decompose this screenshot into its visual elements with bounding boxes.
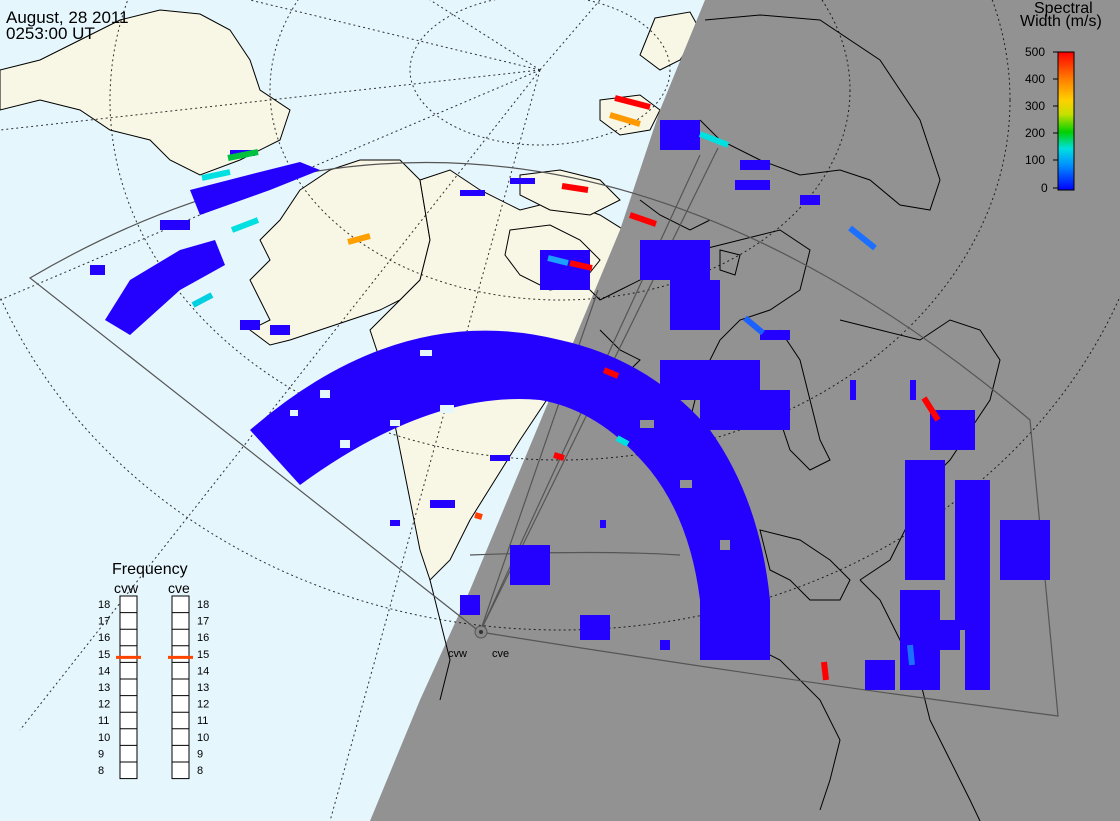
freq-col-cvw: cvw (114, 580, 139, 596)
freq-tick-18: 18 (197, 599, 209, 611)
arctic-island-1 (519, 169, 621, 216)
frequency-title: Frequency (112, 561, 188, 578)
freq-tick-12: 12 (98, 699, 110, 711)
legend-tick-300: 300 (1025, 99, 1045, 113)
legend-tick-500: 500 (1025, 45, 1045, 59)
freq-tick-12: 12 (197, 699, 209, 711)
legend-tick-200: 200 (1025, 126, 1045, 140)
freq-tick-8: 8 (197, 765, 203, 777)
freq-tick-15: 15 (197, 649, 209, 661)
freq-tick-13: 13 (98, 682, 110, 694)
site-label-cve: cve (492, 648, 509, 660)
radar-site: cvw cve (448, 625, 509, 660)
freq-col-cve: cve (168, 580, 190, 596)
freq-tick-8: 8 (98, 765, 104, 777)
freq-tick-16: 16 (98, 632, 110, 644)
legend-tick-100: 100 (1025, 153, 1045, 167)
scatter-west-band-2 (190, 162, 320, 215)
legend-title-line2: Width (m/s) (1020, 13, 1102, 30)
scatter-arc-main (250, 330, 770, 660)
scatter-west-band (105, 240, 225, 335)
legend-title-line1: Spectral (1034, 0, 1093, 17)
freq-tick-10: 10 (98, 732, 110, 744)
freq-box-cve (171, 595, 190, 780)
freq-scale-boxes: 18 17 16 15 14 13 12 11 10 9 8 18 17 16 15 14 13 12 11 10 9 8 (98, 595, 209, 780)
color-legend: 500 400 300 200 100 0 (1025, 45, 1075, 195)
color-bar (1057, 51, 1075, 191)
map-date: August, 28 2011 (6, 8, 129, 27)
scatter-layer (90, 120, 1050, 690)
spectral-highlights (191, 95, 941, 681)
freq-tick-17: 17 (197, 616, 209, 628)
freq-tick-13: 13 (197, 682, 209, 694)
freq-box-cvw (119, 595, 138, 780)
alaska-land (249, 159, 431, 346)
scatter-gaps (290, 350, 454, 448)
map-time: 0253:00 UT (6, 24, 95, 43)
frequency-panel: cvw cve 18 17 16 15 14 13 12 11 10 9 8 18 17 16 15 14 13… (98, 580, 209, 780)
site-label-cvw: cvw (448, 648, 467, 660)
freq-tick-10: 10 (197, 732, 209, 744)
siberia-land (0, 9, 291, 176)
freq-tick-14: 14 (197, 665, 209, 677)
legend-tick-0: 0 (1041, 181, 1048, 195)
scatter-gaps-night (600, 420, 730, 550)
freq-tick-18: 18 (98, 599, 110, 611)
freq-tick-14: 14 (98, 665, 110, 677)
freq-tick-9: 9 (197, 748, 203, 760)
freq-tick-17: 17 (98, 616, 110, 628)
arctic-island-4 (639, 11, 701, 71)
freq-tick-11: 11 (197, 715, 208, 727)
legend-tick-400: 400 (1025, 72, 1045, 86)
freq-tick-11: 11 (98, 715, 109, 727)
freq-tick-9: 9 (98, 748, 104, 760)
color-bar-ticks (1053, 51, 1058, 189)
freq-tick-16: 16 (197, 632, 209, 644)
freq-tick-15: 15 (98, 649, 110, 661)
